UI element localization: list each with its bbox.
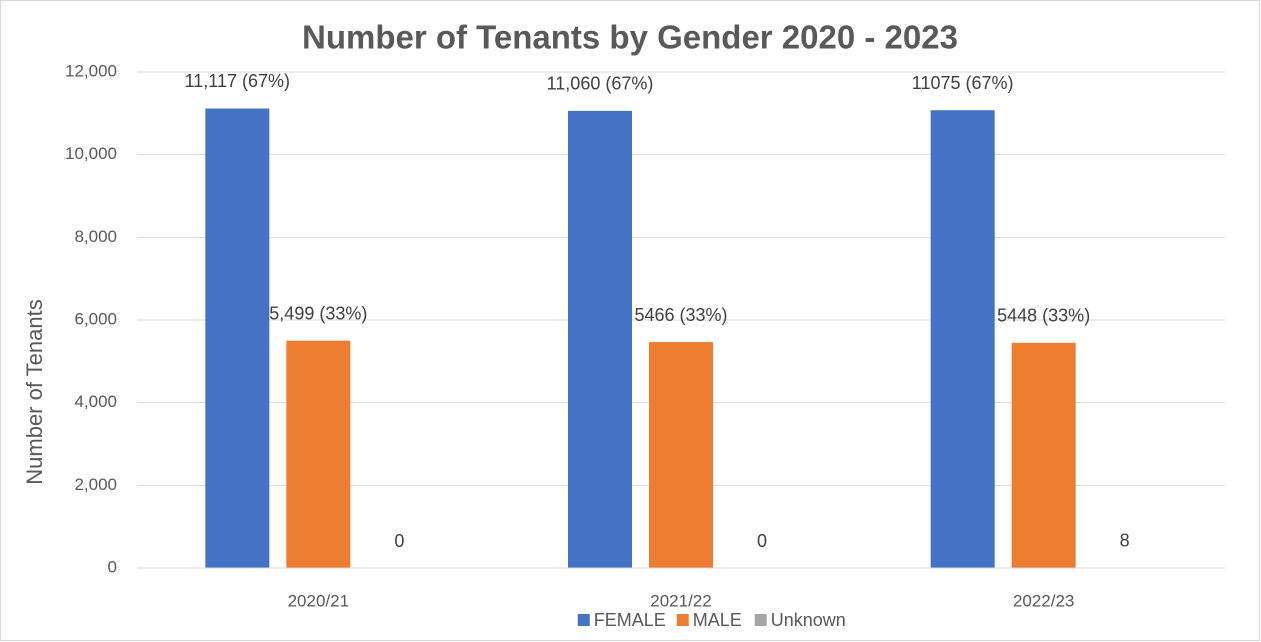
legend-label: FEMALE	[594, 610, 666, 630]
y-tick-label: 6,000	[74, 309, 117, 328]
bar	[286, 340, 351, 568]
data-label: 5466 (33%)	[634, 305, 727, 325]
x-tick-label: 2020/21	[288, 591, 349, 610]
data-label: 0	[394, 531, 404, 551]
legend-label: MALE	[693, 610, 742, 630]
legend-label: Unknown	[771, 610, 846, 630]
data-label: 11075 (67%)	[912, 73, 1014, 93]
legend-swatch	[577, 614, 590, 626]
data-label: 11,117 (67%)	[185, 71, 290, 91]
legend-swatch	[754, 614, 767, 626]
y-tick-label: 12,000	[65, 61, 117, 80]
x-tick-label: 2021/22	[650, 591, 711, 610]
bar	[1011, 342, 1076, 568]
legend-swatch	[676, 614, 689, 626]
bar	[205, 108, 270, 569]
bar	[568, 110, 632, 568]
y-axis-title: Number of Tenants	[22, 299, 47, 484]
data-label: 8	[1120, 530, 1130, 550]
y-tick-label: 8,000	[74, 227, 117, 246]
x-tick-label: 2022/23	[1013, 591, 1074, 610]
y-tick-label: 0	[108, 557, 117, 576]
data-label: 5448 (33%)	[997, 306, 1090, 326]
data-label: 0	[757, 531, 767, 551]
bar	[649, 342, 713, 568]
y-tick-label: 4,000	[74, 392, 117, 411]
chart-title: Number of Tenants by Gender 2020 - 2023	[302, 19, 958, 56]
data-label: 11,060 (67%)	[547, 74, 654, 94]
bar	[930, 110, 995, 568]
y-tick-label: 2,000	[74, 475, 117, 494]
data-label: 5,499 (33%)	[269, 303, 367, 323]
y-tick-label: 10,000	[65, 144, 117, 163]
